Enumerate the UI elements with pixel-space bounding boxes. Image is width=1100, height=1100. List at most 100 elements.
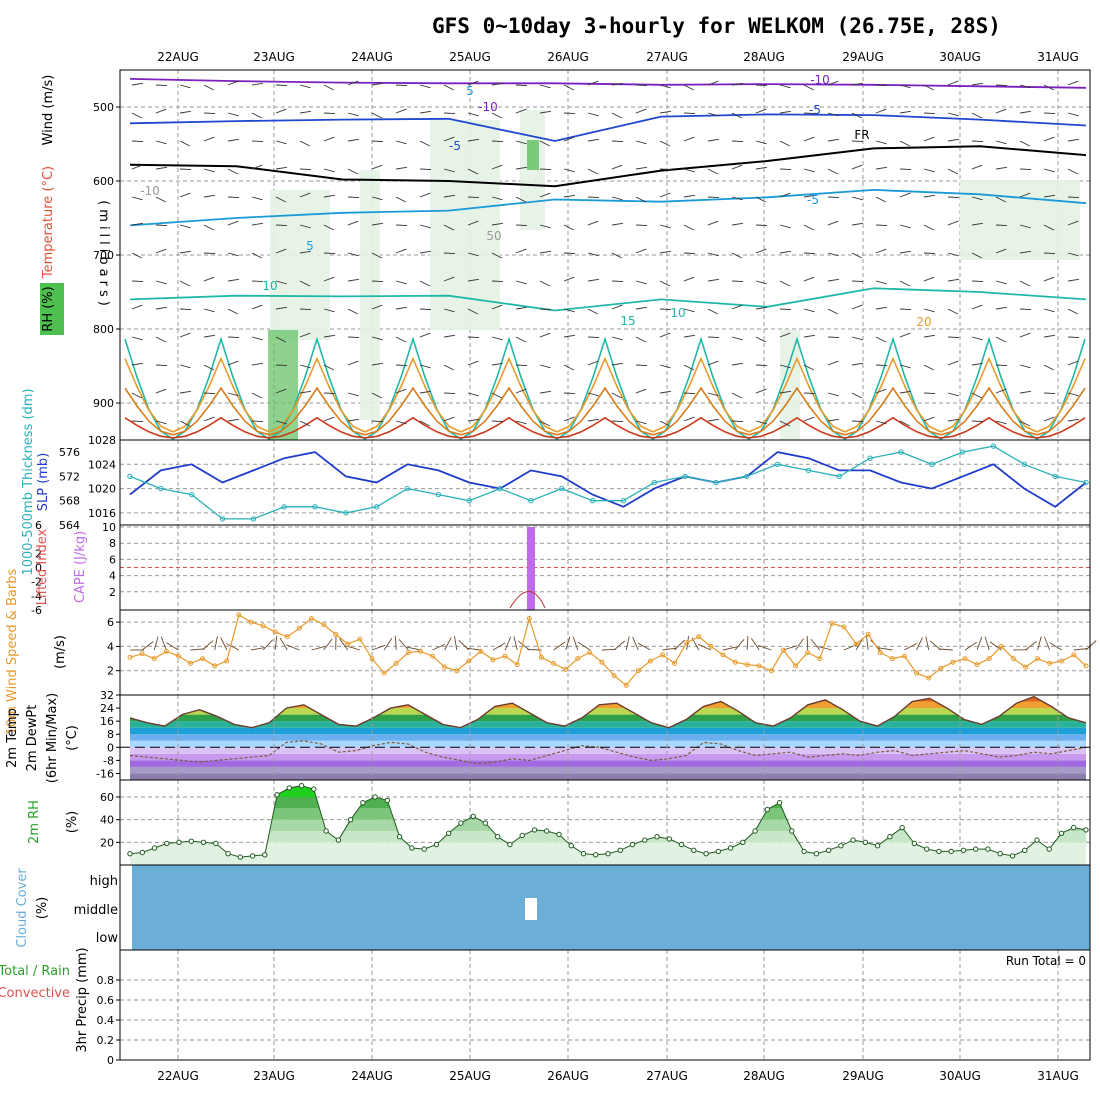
wind10-barb: [632, 637, 639, 651]
wind-barb: [827, 392, 839, 397]
temp-band: [130, 760, 1086, 767]
contour-label: -10: [478, 100, 498, 114]
wind10-barb: [432, 643, 446, 651]
wind-barb: [923, 308, 935, 313]
contour-warm: [124, 416, 1086, 439]
wind-barb: [347, 418, 359, 422]
temp-band: [130, 708, 1086, 715]
wind-barb: [443, 252, 456, 255]
wind-barb: [275, 166, 287, 170]
wind10-point: [1010, 656, 1016, 662]
wind10-point: [333, 631, 339, 637]
contour-label: -5: [807, 193, 819, 207]
temp-band: [130, 721, 1086, 728]
wind-barb: [323, 84, 335, 91]
wind10-barb: [1025, 641, 1037, 651]
wind-barb: [491, 336, 503, 341]
wind10-barb: [394, 635, 397, 651]
rh-band: [130, 831, 1086, 843]
wind-barb: [371, 196, 383, 201]
wind-barb: [1067, 196, 1080, 199]
wind-barb: [371, 304, 383, 310]
wind10-point: [1071, 652, 1077, 658]
cape-axis-label: CAPE (J/kg): [73, 531, 88, 603]
wind10-point: [720, 652, 726, 658]
rh-point: [862, 839, 869, 845]
wind-barb: [443, 84, 455, 91]
date-label-bottom: 28AUG: [743, 1069, 785, 1083]
wind-barb: [923, 392, 936, 395]
wind-barb: [131, 222, 143, 226]
rh-point: [409, 845, 415, 851]
wind-barb: [779, 250, 791, 254]
wind-barb: [851, 280, 864, 283]
rh-point: [519, 832, 525, 839]
thickness-point: [528, 498, 534, 504]
rh-point: [629, 841, 636, 848]
y-tick-label: 0: [107, 741, 114, 754]
wind-barb: [875, 336, 887, 343]
wind-barb: [683, 224, 695, 231]
cloud-axis-label: Cloud Cover: [15, 868, 30, 948]
date-label-bottom: 27AUG: [646, 1069, 688, 1083]
wind10-barb: [1049, 642, 1063, 651]
rh-point: [298, 783, 305, 789]
wind10-point: [611, 673, 617, 679]
wind-barb: [731, 392, 743, 399]
wind-barb: [707, 418, 719, 422]
rh-point: [985, 846, 991, 852]
rh-shading: [960, 180, 1080, 260]
wind-barb: [1043, 224, 1055, 231]
rh-point: [458, 820, 464, 826]
wind-barb: [611, 304, 623, 310]
top-date-labels: 22AUG 23AUG 24AUG 25AUG 26AUG 27AUG 28AUG 29AUG…: [157, 50, 1079, 64]
wind-barb: [875, 140, 887, 145]
contour-label: 20: [916, 315, 931, 329]
y-tick-label: 0.6: [97, 994, 115, 1007]
wind10-barb: [878, 647, 893, 651]
wind-barb: [851, 420, 864, 423]
rh2m-axis-label: 2m RH: [27, 800, 42, 844]
wind-barb: [131, 112, 143, 119]
wind-barb: [299, 224, 311, 229]
wind10-point: [1023, 664, 1028, 670]
wind-barb: [203, 308, 215, 313]
wind10-barb: [190, 648, 205, 651]
wind10-barb: [674, 639, 685, 651]
temp-band: [130, 701, 1086, 709]
wind-barb: [155, 108, 167, 114]
rh-point: [654, 834, 660, 840]
contour--10C: [129, 78, 1087, 89]
rh-point: [446, 830, 452, 836]
wind-barb: [779, 308, 792, 311]
wind-barb: [731, 140, 744, 143]
wind-barb: [323, 308, 335, 313]
wind-barb: [947, 196, 960, 199]
wind-barb: [851, 140, 864, 143]
wind-barb: [467, 168, 479, 175]
wind-barb: [299, 168, 312, 171]
wind-barb: [275, 140, 287, 145]
thickness-point: [805, 467, 812, 474]
y-tick-label: -8: [103, 754, 114, 767]
wind-barb: [323, 168, 335, 173]
wind-barb: [491, 222, 503, 226]
y-tick-label: 2: [107, 665, 114, 678]
wind-barb: [731, 280, 744, 283]
wind10-barb: [466, 647, 481, 651]
wind-barb: [875, 196, 887, 203]
rh-point: [164, 840, 170, 847]
wind-barb: [971, 140, 984, 143]
wind-barb: [827, 360, 839, 366]
wind-barb: [419, 110, 431, 114]
wind-barb: [875, 224, 888, 227]
wind10-point: [381, 670, 387, 676]
wind-barb: [827, 336, 840, 339]
y-tick-label: 500: [93, 101, 114, 114]
wind-barb: [371, 420, 384, 423]
wind-barb: [443, 416, 455, 422]
wind-barb: [947, 418, 959, 422]
wind-barb: [515, 196, 527, 203]
date-label-bottom: 26AUG: [547, 1069, 589, 1083]
wind-barb: [995, 166, 1007, 170]
